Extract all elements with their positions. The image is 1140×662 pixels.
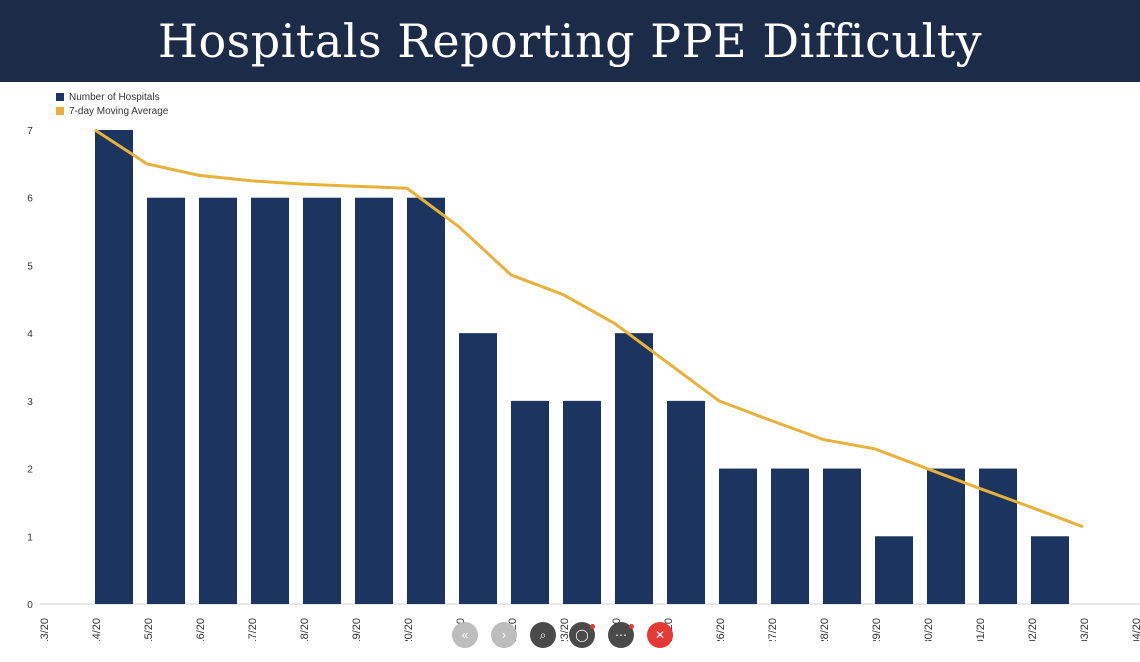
legend-item-bars: Number of Hospitals — [56, 90, 168, 104]
y-tick-label: 4 — [27, 329, 33, 340]
x-tick-label: /01/20 — [975, 618, 987, 641]
bar — [615, 333, 653, 604]
more-button[interactable]: ⋯ — [608, 622, 634, 648]
x-tick-label: /28/20 — [819, 618, 831, 641]
x-tick-label: /30/20 — [923, 618, 935, 641]
x-tick-label: /16/20 — [195, 618, 207, 641]
title-bar: Hospitals Reporting PPE Difficulty — [0, 0, 1140, 82]
bar — [251, 197, 289, 604]
x-tick-label: /13/20 — [39, 618, 51, 641]
search-button[interactable]: ⌕ — [530, 622, 556, 648]
x-tick-label: /23/20 — [559, 618, 571, 641]
legend-swatch-bars — [56, 93, 64, 101]
y-tick-label: 5 — [27, 261, 33, 272]
legend-label-line: 7-day Moving Average — [69, 105, 169, 117]
x-tick-label: /26/20 — [715, 618, 727, 641]
bar — [511, 400, 549, 604]
y-tick-label: 2 — [27, 465, 33, 476]
bar — [719, 468, 757, 604]
search-icon: ⌕ — [539, 627, 547, 642]
x-tick-label: /04/20 — [1131, 618, 1140, 641]
x-tick-label: /20/20 — [403, 618, 415, 641]
bar — [1031, 536, 1069, 604]
close-icon: ✕ — [654, 628, 666, 642]
x-tick-label: /02/20 — [1027, 618, 1039, 641]
bar — [875, 536, 913, 604]
close-button[interactable]: ✕ — [647, 622, 673, 648]
legend-item-line: 7-day Moving Average — [56, 104, 168, 118]
x-tick-label: /15/20 — [143, 618, 155, 641]
bar — [199, 197, 237, 604]
bar — [95, 130, 133, 604]
moving-average-line — [94, 128, 1084, 529]
x-tick-label: /03/20 — [1079, 618, 1091, 641]
bar-line-chart: 0 1 2 3 4 5 6 7/13/20/14/20/15/20/16/20/17/20/1… — [27, 126, 1140, 641]
rewind-button[interactable]: « — [452, 622, 478, 648]
bar — [407, 197, 445, 604]
bar — [563, 400, 601, 604]
x-tick-label: /29/20 — [871, 618, 883, 641]
chevron-right-icon: › — [502, 628, 506, 642]
y-tick-label: 1 — [27, 532, 33, 543]
x-tick-label: /17/20 — [247, 618, 259, 641]
bar — [823, 468, 861, 604]
notification-dot — [629, 624, 634, 629]
bar — [927, 468, 965, 604]
y-tick-label: 3 — [27, 397, 33, 408]
bar — [303, 197, 341, 604]
bar — [147, 197, 185, 604]
bar — [355, 197, 393, 604]
bar — [771, 468, 809, 604]
y-tick-label: 0 — [27, 600, 33, 611]
chart-area: 0 1 2 3 4 5 6 7/13/20/14/20/15/20/16/20/17/20/1… — [0, 82, 1140, 641]
legend-swatch-line — [56, 107, 64, 115]
circle-icon: ◯ — [575, 628, 589, 642]
player-controls: « › ⌕ ◯ ⋯ ✕ — [452, 622, 673, 662]
x-tick-label: /19/20 — [351, 618, 363, 641]
next-button[interactable]: › — [491, 622, 517, 648]
x-tick-label: /27/20 — [767, 618, 779, 641]
record-button[interactable]: ◯ — [569, 622, 595, 648]
y-tick-label: 6 — [27, 194, 33, 205]
y-tick-label: 7 — [27, 126, 33, 137]
page-title: Hospitals Reporting PPE Difficulty — [157, 14, 983, 68]
more-icon: ⋯ — [615, 628, 627, 642]
chart-legend: Number of Hospitals 7-day Moving Average — [56, 90, 168, 118]
x-tick-label: /14/20 — [91, 618, 103, 641]
legend-label-bars: Number of Hospitals — [69, 91, 160, 103]
rewind-icon: « — [461, 628, 469, 642]
bar — [667, 400, 705, 604]
bar — [459, 333, 497, 604]
x-tick-label: /18/20 — [299, 618, 311, 641]
notification-dot — [590, 624, 595, 629]
